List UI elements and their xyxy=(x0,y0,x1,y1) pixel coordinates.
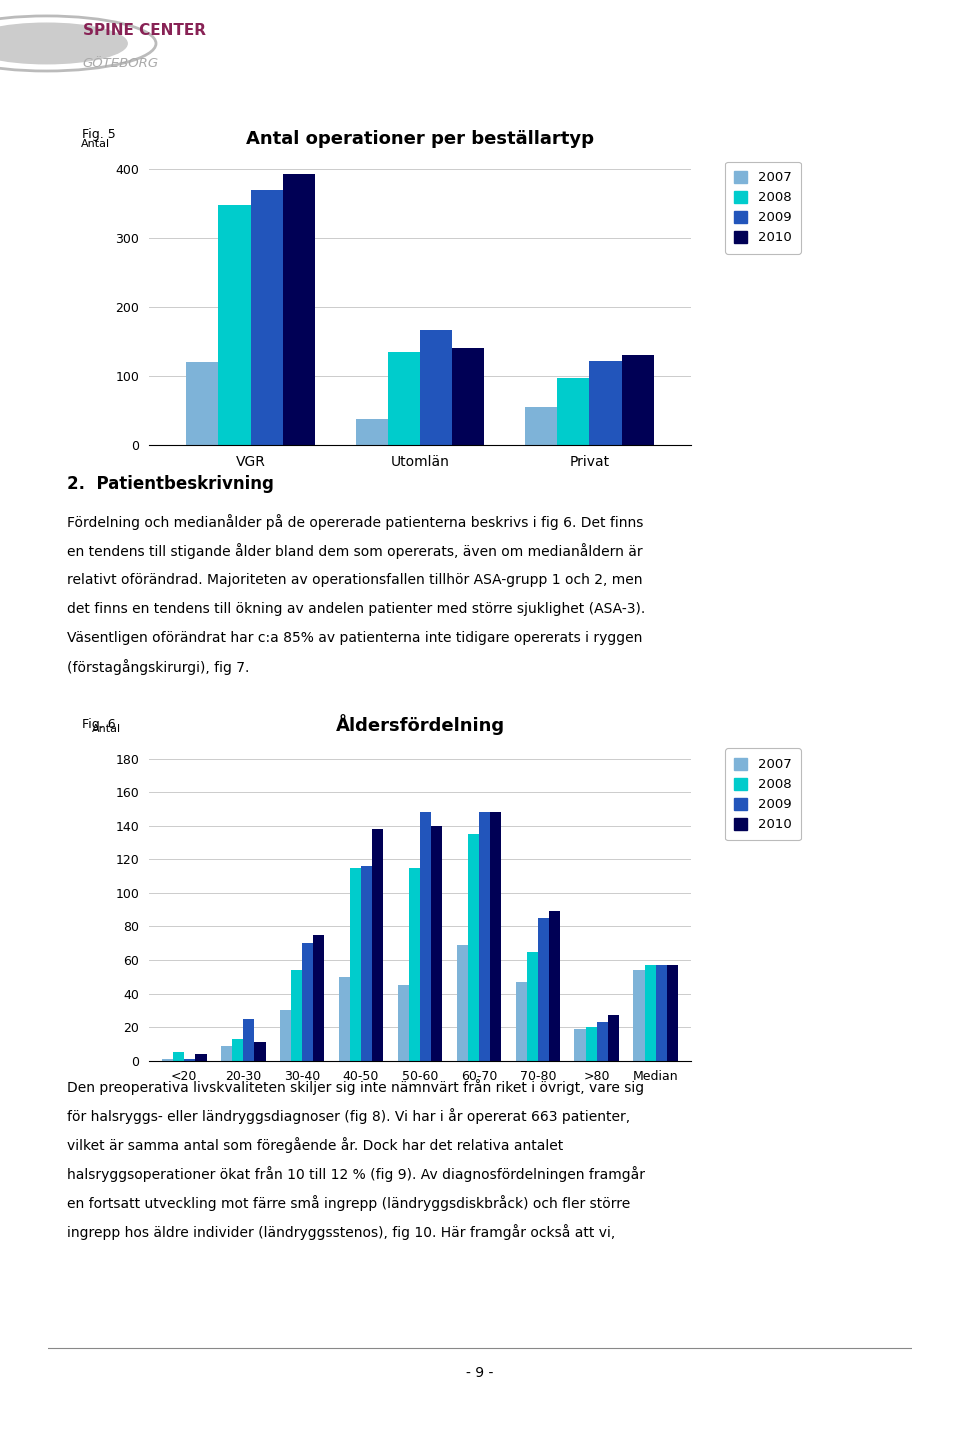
Text: för halsryggs- eller ländryggsdiagnoser (fig 8). Vi har i år opererat 663 patien: för halsryggs- eller ländryggsdiagnoser … xyxy=(67,1107,631,1124)
Bar xyxy=(525,407,558,445)
Bar xyxy=(622,355,654,445)
Bar xyxy=(196,1053,206,1061)
Bar xyxy=(162,1059,173,1061)
Bar xyxy=(491,813,501,1061)
Text: - 9 -: - 9 - xyxy=(467,1366,493,1379)
Bar xyxy=(431,826,443,1061)
Bar xyxy=(254,1042,266,1061)
Bar xyxy=(339,977,349,1061)
Bar xyxy=(282,174,315,445)
Text: GÖTEBORG: GÖTEBORG xyxy=(83,58,158,70)
Text: Fördelning och medianålder på de opererade patienterna beskrivs i fig 6. Det fin: Fördelning och medianålder på de operera… xyxy=(67,513,643,530)
Bar xyxy=(302,943,313,1061)
Text: det finns en tendens till ökning av andelen patienter med större sjuklighet (ASA: det finns en tendens till ökning av ande… xyxy=(67,601,645,616)
Text: Väsentligen oförändrat har c:a 85% av patienterna inte tidigare opererats i rygg: Väsentligen oförändrat har c:a 85% av pa… xyxy=(67,630,642,645)
Bar xyxy=(279,1010,291,1061)
Bar xyxy=(656,965,667,1061)
Text: SPINE CENTER: SPINE CENTER xyxy=(83,23,205,38)
Bar xyxy=(243,1019,254,1061)
Bar xyxy=(634,969,644,1061)
Bar xyxy=(372,829,383,1061)
Bar xyxy=(516,982,527,1061)
Text: Fig. 6: Fig. 6 xyxy=(82,719,115,730)
Legend: 2007, 2008, 2009, 2010: 2007, 2008, 2009, 2010 xyxy=(725,162,801,254)
Bar xyxy=(558,378,589,445)
Bar xyxy=(479,813,491,1061)
Bar xyxy=(527,952,538,1061)
Bar xyxy=(667,965,678,1061)
Text: en fortsatt utveckling mot färre små ingrepp (ländryggsdiskbråck) och fler störr: en fortsatt utveckling mot färre små ing… xyxy=(67,1194,631,1211)
Text: Antal: Antal xyxy=(81,139,110,149)
Bar xyxy=(457,945,468,1061)
Bar xyxy=(574,1029,586,1061)
Legend: 2007, 2008, 2009, 2010: 2007, 2008, 2009, 2010 xyxy=(725,749,801,840)
Bar xyxy=(361,867,372,1061)
Text: (förstagångskirurgi), fig 7.: (förstagångskirurgi), fig 7. xyxy=(67,658,250,675)
Bar xyxy=(397,985,409,1061)
Text: Den preoperativa livskvaliteten skiljer sig inte nämnvärt från riket i övrigt, v: Den preoperativa livskvaliteten skiljer … xyxy=(67,1078,644,1095)
Bar xyxy=(218,206,251,445)
Bar xyxy=(251,190,282,445)
Bar xyxy=(409,868,420,1061)
Text: vilket är samma antal som föregående år. Dock har det relativa antalet: vilket är samma antal som föregående år.… xyxy=(67,1136,564,1153)
Bar xyxy=(173,1052,184,1061)
Bar xyxy=(420,329,452,445)
Bar xyxy=(313,935,324,1061)
Bar xyxy=(221,1046,232,1061)
Title: Antal operationer per beställartyp: Antal operationer per beställartyp xyxy=(246,130,594,148)
Bar xyxy=(349,868,361,1061)
Bar xyxy=(538,919,549,1061)
Bar xyxy=(468,835,479,1061)
Text: en tendens till stigande ålder bland dem som opererats, även om medianåldern är: en tendens till stigande ålder bland dem… xyxy=(67,542,643,559)
Text: Fig. 5: Fig. 5 xyxy=(82,129,115,141)
Bar xyxy=(586,1027,597,1061)
Bar xyxy=(388,352,420,445)
Bar xyxy=(452,348,485,445)
Bar xyxy=(184,1059,196,1061)
Text: 2.  Patientbeskrivning: 2. Patientbeskrivning xyxy=(67,475,274,493)
Bar xyxy=(644,965,656,1061)
Text: relativt oförändrad. Majoriteten av operationsfallen tillhör ASA-grupp 1 och 2, : relativt oförändrad. Majoriteten av oper… xyxy=(67,572,642,587)
Bar xyxy=(232,1039,243,1061)
Bar xyxy=(589,361,622,445)
Bar xyxy=(186,362,218,445)
Bar xyxy=(597,1022,608,1061)
Title: Åldersfördelning: Åldersfördelning xyxy=(335,714,505,735)
Text: Antal: Antal xyxy=(92,724,121,735)
Text: halsryggsoperationer ökat från 10 till 12 % (fig 9). Av diagnosfördelningen fram: halsryggsoperationer ökat från 10 till 1… xyxy=(67,1165,645,1182)
Circle shape xyxy=(0,23,127,64)
Bar xyxy=(608,1016,619,1061)
Bar xyxy=(355,419,388,445)
Bar xyxy=(291,969,302,1061)
Text: ingrepp hos äldre individer (ländryggsstenos), fig 10. Här framgår också att vi,: ingrepp hos äldre individer (ländryggsst… xyxy=(67,1223,615,1240)
Bar xyxy=(549,911,561,1061)
Bar xyxy=(420,813,431,1061)
